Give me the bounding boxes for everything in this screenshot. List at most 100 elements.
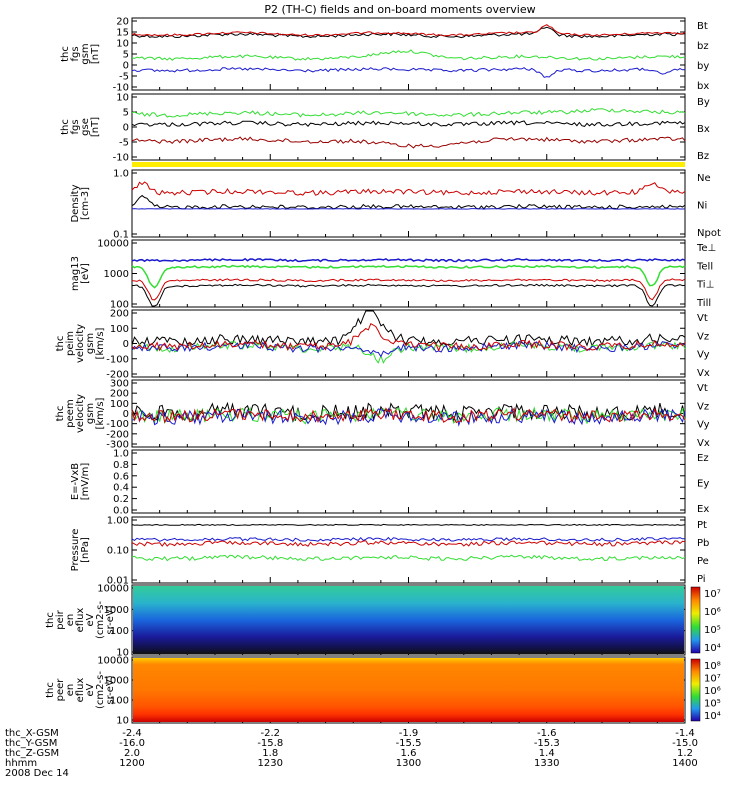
y-axis-label: mag13 [eV]	[70, 256, 91, 291]
y-axis-label: thc fgs gse [nT]	[60, 117, 101, 137]
series-line	[131, 257, 686, 263]
series-line	[131, 310, 686, 348]
legend-entry: Ez	[697, 453, 709, 464]
series-line	[131, 406, 686, 425]
y-tick-label: 0.6	[113, 471, 129, 482]
legend-entry: Ey	[697, 479, 709, 490]
x-tick-label: 1330	[534, 758, 559, 769]
series-line	[131, 323, 686, 352]
y-tick-label: 100	[110, 399, 129, 410]
legend-entry: Bz	[697, 151, 709, 162]
y-tick-label: -100	[106, 419, 129, 430]
series-line	[131, 278, 686, 301]
y-label-line: [nPa]	[80, 537, 91, 563]
y-tick-label: 10000	[97, 239, 129, 250]
y-tick-label: 0.8	[113, 460, 129, 471]
series-line	[131, 49, 686, 61]
y-axis-label: Pressure [nPa]	[70, 529, 91, 572]
x-tick-label: 1300	[396, 758, 421, 769]
y-tick-label: 1.0	[113, 169, 129, 180]
y-tick-label: 300	[110, 379, 129, 390]
y-tick-label: -10	[113, 153, 129, 164]
y-tick-label: 1.00	[107, 516, 129, 527]
y-axis-label: E=-VxB [mV/m]	[70, 463, 91, 501]
legend-entry: Tell	[696, 261, 713, 272]
legend-entry: Vt	[697, 383, 708, 394]
y-tick-label: 0	[123, 123, 129, 134]
legend-entry: Vx	[697, 438, 710, 449]
x-axis-row-label: thc_X-GSM	[5, 728, 59, 739]
y-label-line: [mV/m]	[80, 463, 91, 501]
x-tick-label: 1230	[258, 758, 283, 769]
y-label-line: thc	[55, 336, 66, 352]
colorbar-label: 10⁶	[704, 607, 721, 618]
y-label-line: velocity	[75, 324, 86, 363]
y-label-line: eV	[85, 683, 96, 696]
y-label-line: peem	[65, 399, 76, 427]
colorbar-label: 10⁶	[704, 686, 721, 697]
y-axis-label: thc peem velocity gsm [km/s]	[55, 394, 106, 433]
y-label-line: mag13	[70, 256, 81, 291]
series-line	[131, 120, 686, 127]
panel-2: 10 5 0 -5 -10 thc fgs gse [nT] By Bx Bz	[60, 93, 710, 167]
series-line	[131, 554, 686, 562]
x-tick-label: -1.9	[399, 728, 419, 739]
colorbar-label: 10⁵	[704, 699, 721, 710]
spectrogram-image	[133, 586, 684, 654]
y-tick-label: 5	[123, 50, 129, 61]
y-label-line: sr-eV)	[105, 605, 116, 634]
legend-entry: Pe	[697, 556, 709, 567]
series-line	[131, 401, 686, 423]
x-tick-label: 1400	[672, 758, 697, 769]
series-line	[131, 67, 686, 78]
legend-entry: Ti⊥	[696, 280, 714, 291]
colorbar-label: 10⁴	[704, 711, 721, 722]
series-line	[131, 406, 686, 424]
y-label-line: [nT]	[90, 117, 101, 137]
y-label-line: (cm2-s-	[95, 601, 106, 639]
series-line	[131, 523, 686, 526]
x-axis-row-label: thc_Y-GSM	[5, 738, 57, 749]
x-tick-label: 2.0	[124, 748, 140, 759]
y-tick-label: 0.2	[113, 494, 129, 505]
y-tick-label: 200	[110, 309, 129, 320]
x-tick-label: 1.2	[677, 748, 693, 759]
x-axis-row-label: hhmm	[5, 758, 37, 769]
panel-8: 1.00 0.10 0.01 Pressure [nPa] Pt Pb Pe Pi	[70, 516, 709, 587]
y-label-line: [km/s]	[95, 327, 106, 359]
panel-frame	[131, 516, 686, 584]
legend-entry: Pb	[697, 538, 709, 549]
y-label-line: Pressure	[70, 529, 81, 572]
colorbar-label: 10⁵	[704, 625, 721, 636]
y-label-line: thc	[60, 46, 71, 62]
series-line	[131, 536, 686, 542]
legend-entry: Vz	[697, 331, 709, 342]
y-axis-label: thc fgs gsm [nT]	[60, 43, 101, 64]
x-tick-label: -15.8	[257, 738, 283, 749]
y-tick-label: 15	[116, 28, 129, 39]
legend-entry: Te⊥	[696, 243, 716, 254]
y-tick-label: 10	[116, 716, 129, 727]
series-line	[131, 264, 686, 289]
y-tick-label: 100	[110, 626, 129, 637]
legend-entry: bx	[697, 81, 709, 92]
panel-3: 1.0 0.1 Density [cm-3] Ne Ni Npot	[70, 169, 721, 241]
y-label-line: en	[65, 684, 76, 697]
chart-title: P2 (TH-C) fields and on-board moments ov…	[264, 3, 535, 16]
x-tick-label: -1.6	[537, 728, 557, 739]
y-tick-label: 10000	[97, 584, 129, 595]
y-label-line: velocity	[75, 394, 86, 433]
legend-entry: Ne	[697, 173, 711, 184]
y-tick-label: 100	[110, 300, 129, 311]
series-line	[131, 194, 686, 210]
colorbar-label: 10⁸	[704, 661, 721, 672]
y-tick-label: 0	[123, 61, 129, 72]
y-label-line: eflux	[75, 608, 86, 633]
spectrogram-image	[133, 658, 684, 722]
legend-entry: Vy	[697, 350, 710, 361]
y-axis-label: thc peir en eflux eV (cm2-s-sr-eV)	[45, 601, 116, 639]
